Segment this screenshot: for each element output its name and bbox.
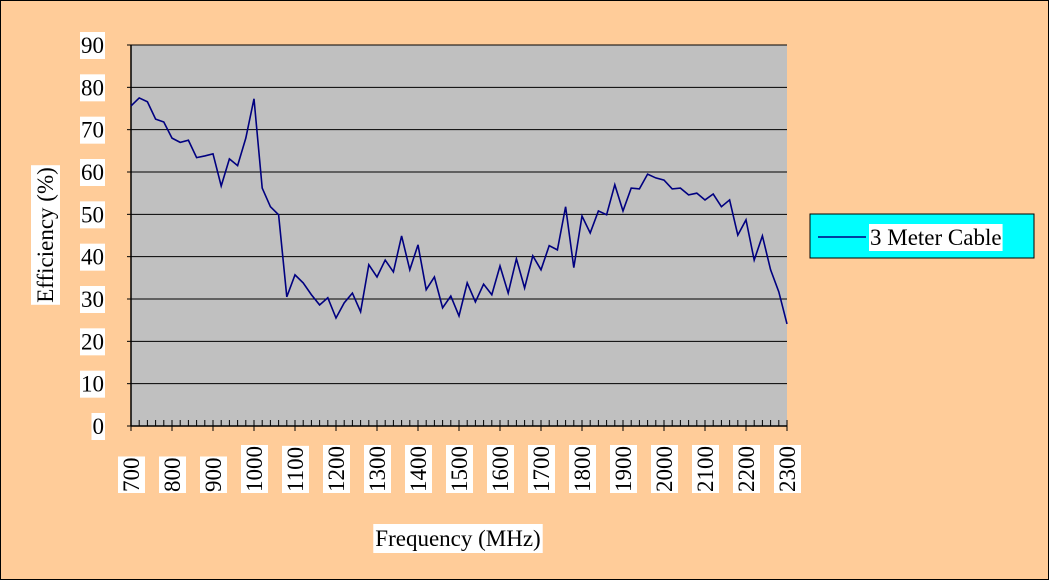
y-tick-label-box bbox=[80, 159, 105, 186]
x-tick-label: 1200 bbox=[324, 446, 349, 492]
legend-label: 3 Meter Cable bbox=[870, 225, 1002, 250]
x-tick-label: 1400 bbox=[406, 446, 431, 492]
x-tick-label: 2000 bbox=[652, 446, 677, 492]
x-tick-label: 1300 bbox=[365, 446, 390, 492]
x-axis-title-group: Frequency (MHz) bbox=[373, 524, 543, 553]
y-tick-label: 10 bbox=[81, 372, 104, 397]
x-tick-label-box bbox=[569, 445, 596, 493]
x-tick-label-group: 2000 bbox=[651, 445, 678, 493]
y-tick-label: 70 bbox=[81, 118, 104, 143]
y-tick-label-box bbox=[80, 74, 105, 102]
y-tick-label-box bbox=[80, 32, 105, 59]
x-tick-label: 1600 bbox=[488, 446, 513, 492]
x-tick-label-group: 1000 bbox=[241, 445, 268, 493]
legend-label-group: 3 Meter Cable bbox=[869, 224, 1003, 251]
x-tick-label-group: 800 bbox=[159, 456, 186, 493]
y-tick-label-group: 20 bbox=[80, 328, 105, 356]
x-tick-label-box bbox=[159, 456, 186, 493]
y-tick-label-box bbox=[80, 286, 105, 313]
y-tick-label-group: 40 bbox=[80, 243, 105, 271]
x-tick-label-group: 1700 bbox=[528, 445, 555, 493]
x-tick-label-box bbox=[323, 445, 350, 493]
x-tick-label-box bbox=[774, 445, 801, 493]
x-tick-label-box bbox=[733, 445, 760, 493]
y-tick-label-box bbox=[80, 201, 105, 229]
x-tick-label-box bbox=[610, 445, 637, 493]
y-tick-label: 50 bbox=[81, 202, 104, 227]
y-axis-title-group: Efficiency (%) bbox=[31, 165, 60, 305]
y-tick-label-group: 50 bbox=[80, 201, 105, 229]
x-tick-label-group: 2100 bbox=[692, 445, 719, 493]
x-tick-label-group: 1900 bbox=[610, 445, 637, 493]
x-tick-label-box bbox=[364, 445, 391, 493]
x-tick-label-group: 1100 bbox=[282, 445, 309, 493]
y-axis-title: Efficiency (%) bbox=[33, 167, 58, 303]
y-tick-label-group: 10 bbox=[80, 370, 105, 398]
y-tick-label: 30 bbox=[81, 287, 104, 312]
y-tick-label-box bbox=[80, 370, 105, 398]
legend-label-box bbox=[869, 224, 1003, 251]
x-tick-label-group: 1400 bbox=[405, 445, 432, 493]
y-tick-label-box bbox=[91, 413, 105, 440]
x-tick-label: 2300 bbox=[775, 446, 800, 492]
x-tick-label-group: 2200 bbox=[733, 445, 760, 493]
x-tick-label-group: 900 bbox=[200, 456, 227, 493]
x-tick-label: 1800 bbox=[570, 446, 595, 492]
x-axis-title: Frequency (MHz) bbox=[375, 526, 540, 551]
y-tick-label: 20 bbox=[81, 329, 104, 354]
x-tick-label: 800 bbox=[160, 458, 185, 493]
x-tick-label-box bbox=[241, 445, 268, 493]
data-line bbox=[130, 96, 788, 325]
x-tick-label: 1900 bbox=[611, 446, 636, 492]
x-tick-label-group: 700 bbox=[118, 456, 145, 493]
x-tick-label-box bbox=[446, 445, 473, 493]
x-tick-label-group: 2300 bbox=[774, 445, 801, 493]
x-tick-label: 700 bbox=[119, 458, 144, 493]
y-tick-label-group: 30 bbox=[80, 286, 105, 313]
y-tick-label-group: 80 bbox=[80, 74, 105, 102]
y-axis-title-box bbox=[31, 165, 60, 305]
x-tick-label-group: 1500 bbox=[446, 445, 473, 493]
x-tick-label-box bbox=[200, 456, 227, 493]
y-tick-label-group: 60 bbox=[80, 159, 105, 186]
x-axis-title-box bbox=[373, 524, 543, 553]
x-tick-label-box bbox=[487, 445, 514, 493]
y-tick-label: 40 bbox=[81, 245, 104, 270]
y-tick-label-group: 70 bbox=[80, 116, 105, 144]
x-tick-label-box bbox=[118, 456, 145, 493]
y-tick-label-box bbox=[80, 116, 105, 144]
x-tick-label: 1100 bbox=[283, 447, 308, 492]
y-tick-label-group: 0 bbox=[91, 413, 105, 440]
x-tick-label-box bbox=[405, 445, 432, 493]
y-tick-label: 60 bbox=[81, 160, 104, 185]
x-tick-label: 1500 bbox=[447, 446, 472, 492]
x-tick-label-group: 1300 bbox=[364, 445, 391, 493]
x-tick-label-box bbox=[692, 445, 719, 493]
plot-area bbox=[131, 45, 787, 426]
y-tick-label-box bbox=[80, 328, 105, 356]
x-tick-label: 1000 bbox=[242, 446, 267, 492]
x-tick-label-group: 1200 bbox=[323, 445, 350, 493]
x-tick-label-box bbox=[528, 445, 555, 493]
x-tick-label: 900 bbox=[201, 458, 226, 493]
x-tick-label: 1700 bbox=[529, 446, 554, 492]
x-tick-label-group: 1800 bbox=[569, 445, 596, 493]
y-tick-label: 80 bbox=[81, 75, 104, 100]
x-tick-label: 2100 bbox=[693, 446, 718, 492]
x-tick-label: 2200 bbox=[734, 446, 759, 492]
y-tick-label-box bbox=[80, 243, 105, 271]
x-tick-label-box bbox=[282, 445, 309, 493]
y-tick-label: 0 bbox=[93, 414, 105, 439]
x-tick-label-group: 1600 bbox=[487, 445, 514, 493]
y-tick-label-group: 90 bbox=[80, 32, 105, 59]
x-tick-label-box bbox=[651, 445, 678, 493]
y-tick-label: 90 bbox=[81, 33, 104, 58]
